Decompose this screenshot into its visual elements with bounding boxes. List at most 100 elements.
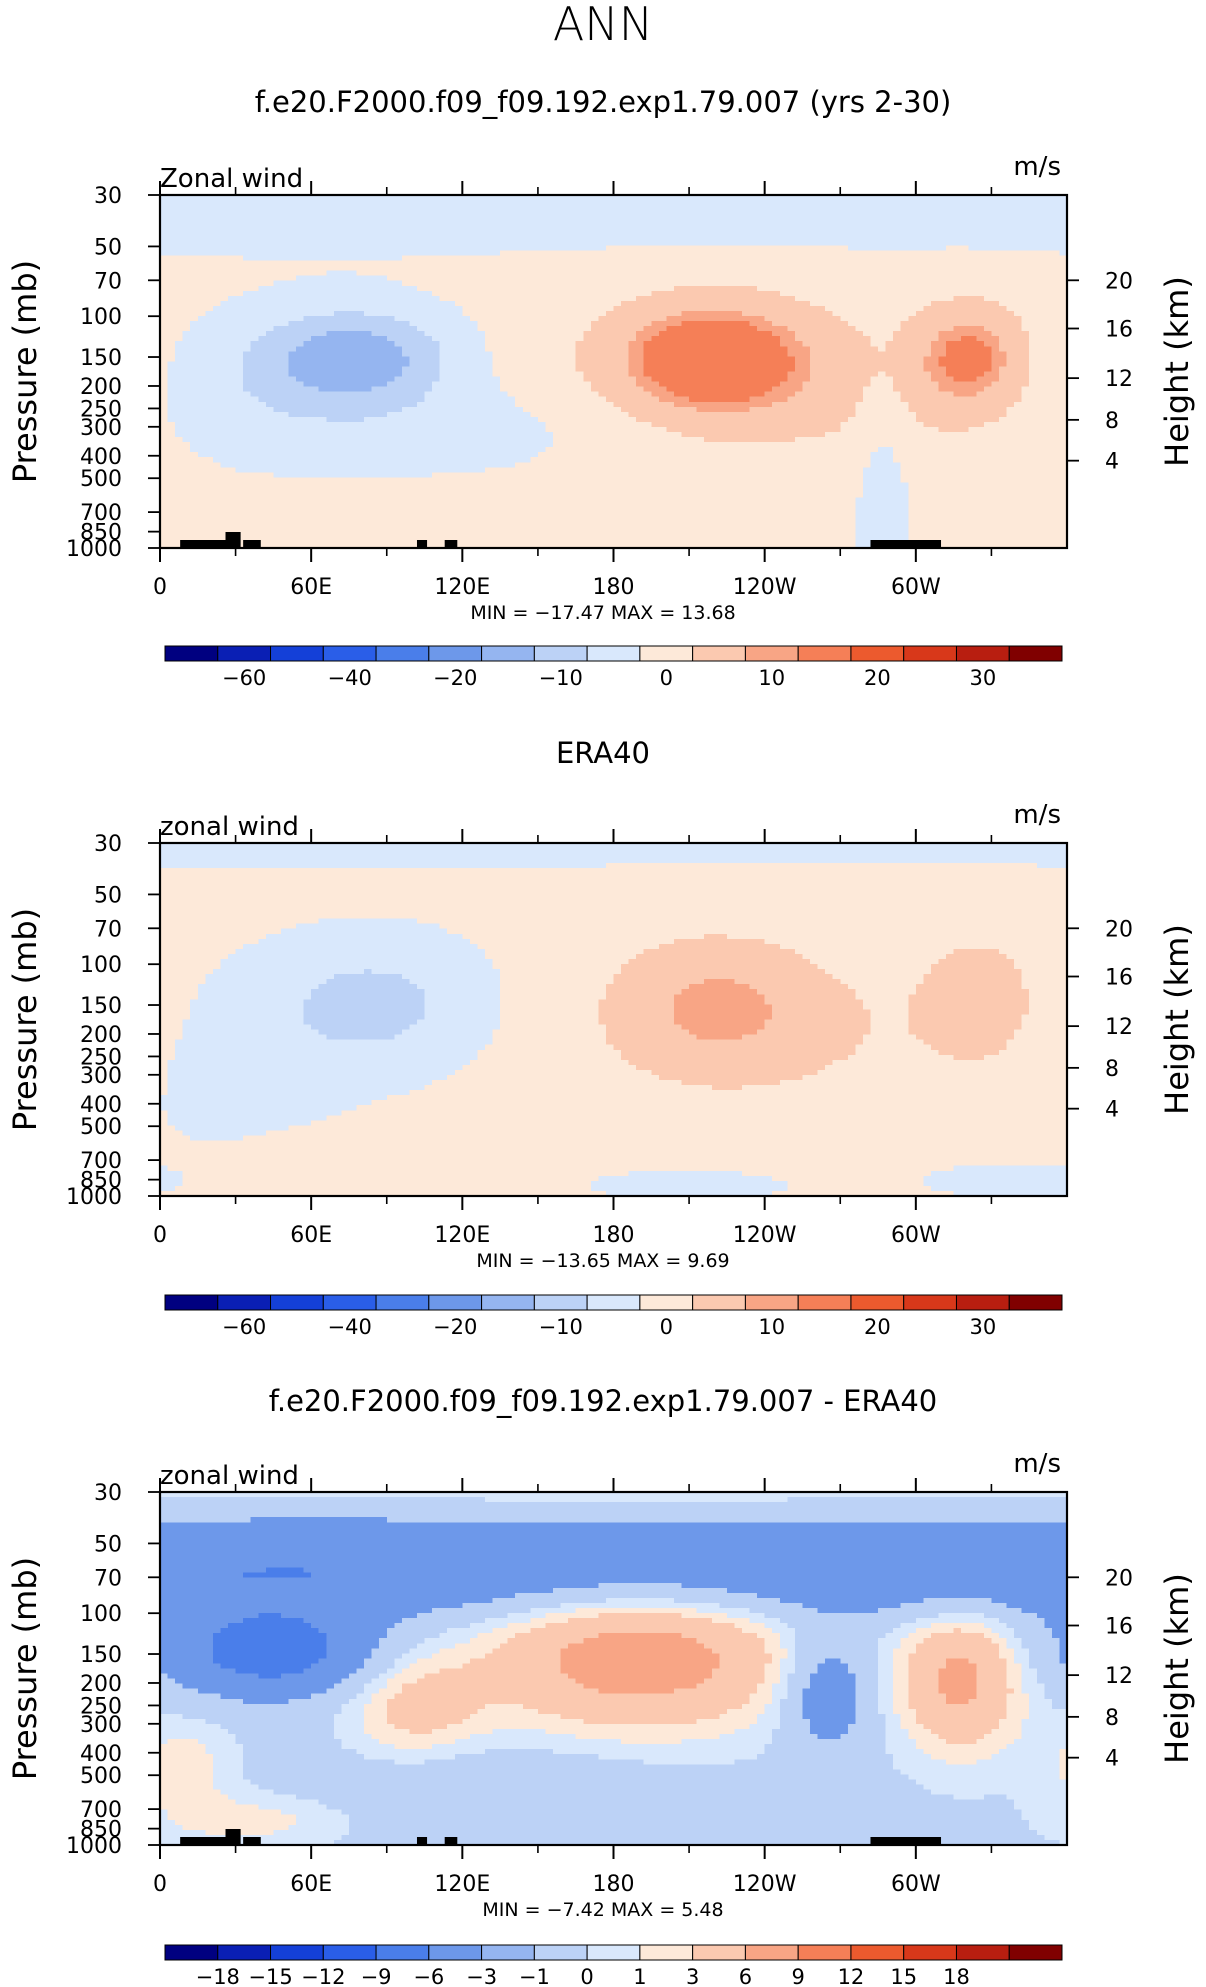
contour-cell [870,336,879,342]
contour-cell [303,326,312,332]
contour-cell [1029,326,1038,332]
contour-cell [900,230,909,236]
contour-cell [500,210,509,216]
contour-cell [575,356,584,363]
contour-cell [212,270,222,277]
contour-cell [1021,300,1030,307]
contour-cell [734,280,743,287]
contour-cell [953,381,962,388]
contour-cell [348,356,358,363]
contour-cell [658,336,668,342]
contour-cell [311,386,320,393]
contour-cell [757,250,766,257]
contour-cell [485,270,494,277]
contour-cell [424,230,433,236]
contour-cell [621,356,630,363]
contour-cell [915,356,924,363]
contour-cell [779,250,788,257]
contour-cell [991,310,1000,317]
contour-cell [160,275,169,282]
contour-cell [250,220,259,226]
contour-cell [938,255,947,262]
contour-cell [696,250,705,257]
contour-cell [197,245,206,252]
contour-cell [1036,275,1045,282]
contour-cell [983,376,993,383]
contour-cell [1006,210,1015,216]
contour-cell [613,366,622,373]
contour-cell [590,396,599,403]
contour-cell [356,205,365,211]
contour-cell [167,401,176,408]
contour-cell [757,310,766,317]
contour-cell [356,336,365,342]
contour-cell [356,346,365,352]
contour-cell [643,285,652,292]
contour-cell [197,401,206,408]
contour-cell [878,331,887,337]
contour-cell [280,220,290,226]
contour-cell [318,351,327,357]
contour-cell [379,346,388,352]
contour-cell [681,366,690,373]
contour-cell [923,280,932,287]
contour-cell [485,205,494,211]
contour-cell [265,200,274,206]
contour-cell [628,240,637,247]
contour-cell [1044,225,1053,231]
contour-cell [311,245,320,252]
contour-cell [636,255,645,262]
contour-cell [439,265,448,272]
contour-cell [908,376,917,383]
contour-cell [416,300,426,307]
contour-cell [545,250,554,257]
contour-cell [802,381,811,388]
contour-cell [175,280,184,287]
contour-cell [923,386,932,393]
contour-cell [991,331,1000,337]
contour-cell [764,280,773,287]
contour-cell [930,356,940,363]
contour-cell [953,245,962,252]
contour-cell [409,290,418,297]
contour-cell [485,331,494,337]
contour-cell [288,200,297,206]
contour-cell [825,225,834,231]
contour-cell [477,316,486,322]
contour-cell [1044,346,1053,352]
contour-cell [311,215,320,221]
contour-cell [870,250,879,257]
contour-cell [621,285,630,292]
contour-cell [439,195,448,201]
contour-cell [1029,225,1038,231]
contour-cell [341,305,350,312]
contour-cell [741,225,751,231]
contour-cell [205,310,214,317]
contour-cell [885,321,894,327]
contour-cell [507,346,516,352]
contour-cell [545,280,554,287]
contour-cell [734,300,743,307]
contour-cell [401,260,411,267]
contour-cell [492,391,501,398]
contour-cell [825,386,834,393]
contour-cell [568,235,577,241]
contour-cell [961,336,970,342]
contour-cell [432,235,441,241]
contour-cell [1036,205,1045,211]
contour-cell [998,300,1008,307]
contour-cell [560,290,569,297]
contour-cell [855,295,864,302]
contour-cell [923,205,932,211]
contour-cell [250,376,259,383]
contour-cell [1014,326,1023,332]
contour-cell [953,260,962,267]
contour-cell [991,270,1000,277]
contour-cell [280,200,290,206]
contour-cell [348,396,358,403]
contour-cell [485,195,494,201]
contour-cell [333,210,342,216]
contour-cell [923,346,932,352]
contour-cell [348,265,358,272]
contour-cell [734,356,743,363]
